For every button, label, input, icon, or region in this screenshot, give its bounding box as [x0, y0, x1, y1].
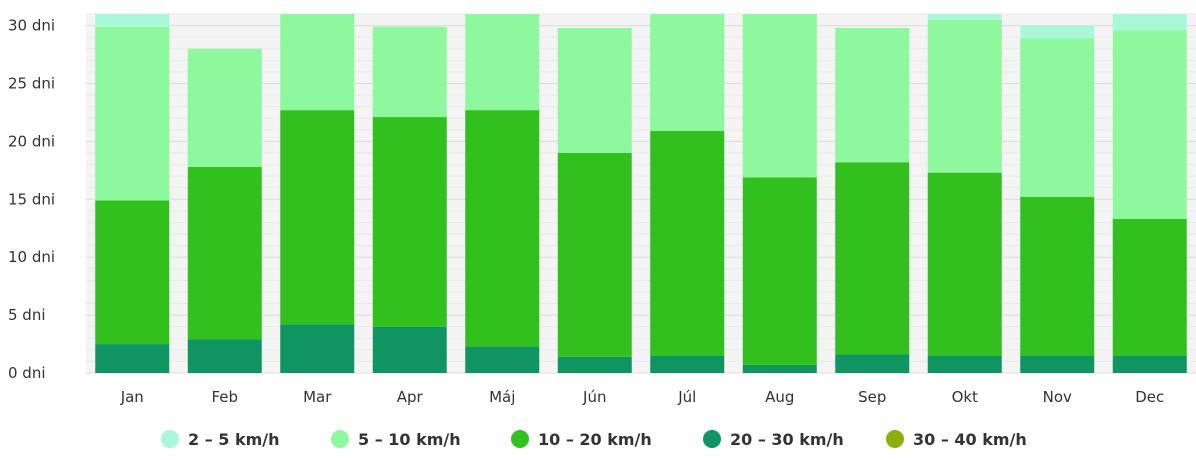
- bar-segment-20-30[interactable]: [1113, 356, 1187, 373]
- x-axis: Jan Feb Mar Apr Máj Jún Júl Aug Sep Okt Nov Dec: [120, 388, 1165, 406]
- x-tick-label: Sep: [858, 388, 886, 406]
- bar-segment-5-10[interactable]: [650, 14, 724, 131]
- bar-segment-20-30[interactable]: [373, 327, 447, 373]
- bar-segment-10-20[interactable]: [650, 131, 724, 356]
- bar-segment-5-10[interactable]: [95, 27, 169, 201]
- legend-label: 30 – 40 km/h: [913, 430, 1027, 449]
- x-tick-label: Okt: [952, 388, 978, 406]
- bar-segment-10-20[interactable]: [188, 167, 262, 340]
- bar-segment-10-20[interactable]: [835, 162, 909, 354]
- x-tick-label: Júl: [677, 388, 696, 406]
- x-tick-label: Mar: [303, 388, 332, 406]
- legend-item[interactable]: 30 – 40 km/h: [886, 430, 1027, 449]
- x-tick-label: Aug: [765, 388, 794, 406]
- x-tick-label: Nov: [1043, 388, 1072, 406]
- legend-marker: [703, 430, 721, 448]
- bar-segment-10-20[interactable]: [558, 153, 632, 357]
- x-tick-label: Dec: [1135, 388, 1164, 406]
- y-tick-label: 10 dni: [8, 248, 55, 266]
- bar-segment-10-20[interactable]: [1113, 219, 1187, 356]
- x-tick-label: Jún: [582, 388, 606, 406]
- bar-segment-20-30[interactable]: [835, 354, 909, 373]
- bar-segment-10-20[interactable]: [95, 200, 169, 344]
- legend-item[interactable]: 5 – 10 km/h: [331, 430, 461, 449]
- y-tick-label: 25 dni: [8, 74, 55, 92]
- x-tick-label: Máj: [489, 388, 515, 406]
- bar-segment-5-10[interactable]: [928, 20, 1002, 173]
- x-tick-label: Feb: [211, 388, 238, 406]
- y-tick-label: 20 dni: [8, 132, 55, 150]
- legend-label: 5 – 10 km/h: [358, 430, 461, 449]
- bar-segment-5-10[interactable]: [743, 14, 817, 177]
- legend-label: 20 – 30 km/h: [730, 430, 844, 449]
- bar-segment-5-10[interactable]: [1020, 38, 1094, 197]
- bar-segment-10-20[interactable]: [280, 110, 354, 324]
- legend-item[interactable]: 2 – 5 km/h: [161, 430, 280, 449]
- x-tick-label: Apr: [397, 388, 424, 406]
- legend-item[interactable]: 10 – 20 km/h: [511, 430, 652, 449]
- y-tick-label: 15 dni: [8, 190, 55, 208]
- bar-segment-10-20[interactable]: [373, 117, 447, 327]
- legend-marker: [511, 430, 529, 448]
- legend-label: 2 – 5 km/h: [188, 430, 280, 449]
- bar-segment-2-5[interactable]: [1113, 14, 1187, 30]
- y-tick-label: 30 dni: [8, 17, 55, 35]
- legend: 2 – 5 km/h 5 – 10 km/h 10 – 20 km/h 20 – 30…: [161, 430, 1027, 449]
- y-axis: 0 dni 5 dni 10 dni 15 dni 20 dni 25 dni 30 dni: [8, 17, 55, 382]
- legend-item[interactable]: 20 – 30 km/h: [703, 430, 844, 449]
- bar-segment-10-20[interactable]: [1020, 197, 1094, 356]
- bar-segment-2-5[interactable]: [95, 14, 169, 27]
- bar-segment-20-30[interactable]: [1020, 356, 1094, 373]
- bar-segment-2-5[interactable]: [1020, 26, 1094, 39]
- y-tick-label: 0 dni: [8, 364, 46, 382]
- bar-segment-10-20[interactable]: [465, 110, 539, 346]
- bar-segment-5-10[interactable]: [835, 28, 909, 162]
- legend-marker: [886, 430, 904, 448]
- bar-segment-5-10[interactable]: [373, 27, 447, 117]
- bar-segment-5-10[interactable]: [188, 49, 262, 167]
- bar-segment-5-10[interactable]: [280, 14, 354, 110]
- bar-segment-5-10[interactable]: [465, 14, 539, 110]
- bar-segment-20-30[interactable]: [465, 346, 539, 373]
- bar-segment-5-10[interactable]: [1113, 30, 1187, 219]
- bar-segment-20-30[interactable]: [928, 356, 1002, 373]
- bar-segment-20-30[interactable]: [650, 356, 724, 373]
- bar-segment-2-5[interactable]: [928, 14, 1002, 20]
- legend-marker: [161, 430, 179, 448]
- bar-segment-20-30[interactable]: [558, 357, 632, 373]
- bar-segment-20-30[interactable]: [95, 344, 169, 373]
- bar-segment-20-30[interactable]: [188, 339, 262, 373]
- bar-segment-20-30[interactable]: [280, 324, 354, 373]
- bar-segment-20-30[interactable]: [743, 365, 817, 373]
- legend-label: 10 – 20 km/h: [538, 430, 652, 449]
- x-tick-label: Jan: [120, 388, 144, 406]
- bar-segment-10-20[interactable]: [743, 177, 817, 365]
- bar-segment-5-10[interactable]: [558, 28, 632, 153]
- bar-segment-10-20[interactable]: [928, 173, 1002, 356]
- legend-marker: [331, 430, 349, 448]
- y-tick-label: 5 dni: [8, 306, 46, 324]
